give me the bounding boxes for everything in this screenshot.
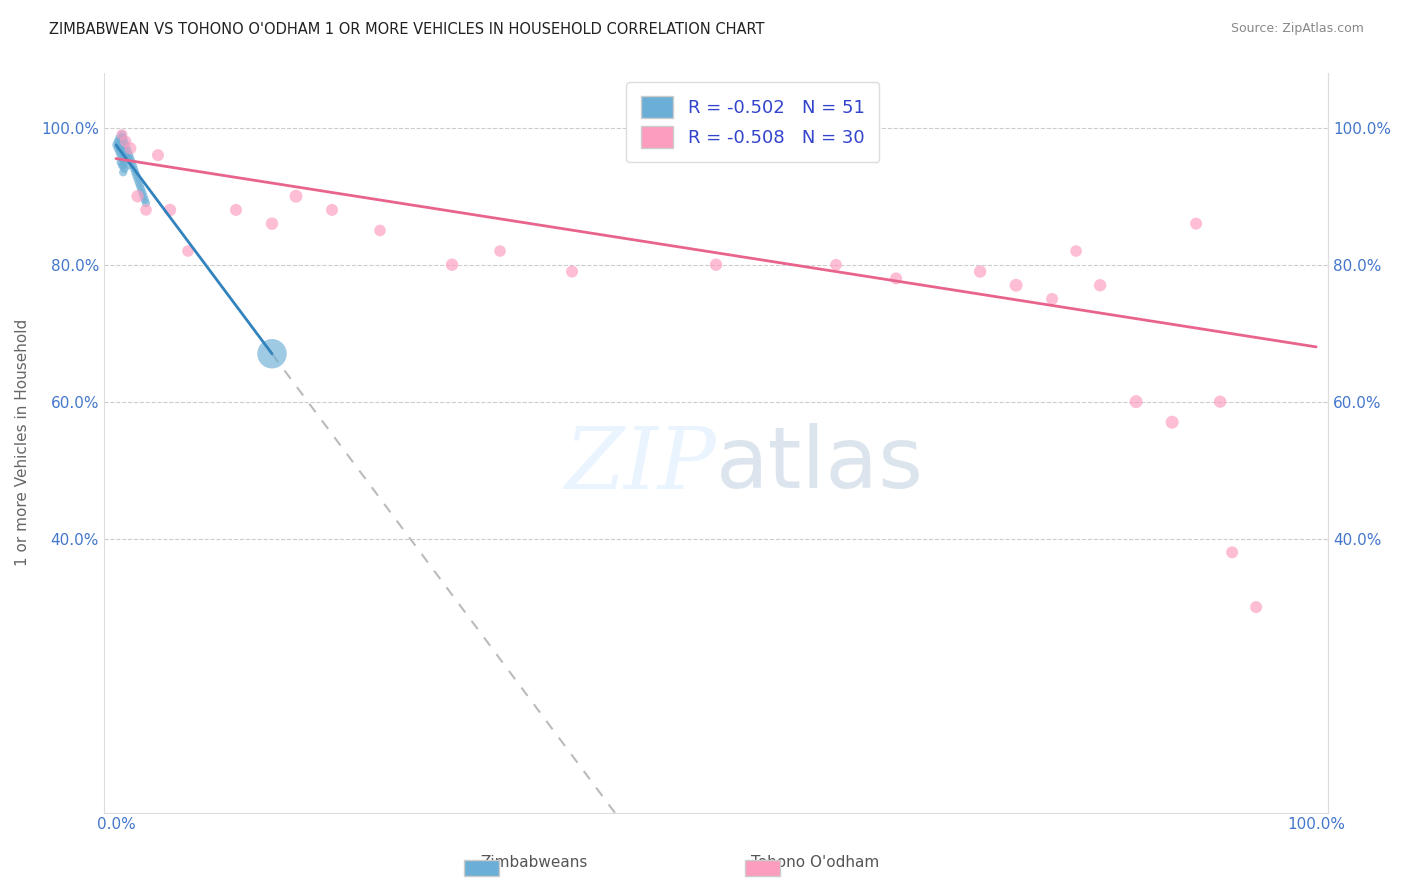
Point	[1125, 394, 1147, 409]
Point	[129, 182, 152, 196]
Point	[108, 137, 131, 152]
Point	[177, 244, 200, 258]
Legend: R = -0.502   N = 51, R = -0.508   N = 30: R = -0.502 N = 51, R = -0.508 N = 30	[627, 82, 879, 162]
Point	[120, 152, 142, 166]
Point	[368, 223, 391, 237]
Point	[117, 152, 139, 166]
Point	[127, 172, 149, 186]
Point	[1088, 278, 1111, 293]
Point	[115, 148, 138, 162]
Text: Source: ZipAtlas.com: Source: ZipAtlas.com	[1230, 22, 1364, 36]
Point	[127, 189, 149, 203]
Point	[111, 158, 134, 172]
Point	[129, 178, 152, 193]
Point	[112, 137, 135, 152]
Text: ZIMBABWEAN VS TOHONO O'ODHAM 1 OR MORE VEHICLES IN HOUSEHOLD CORRELATION CHART: ZIMBABWEAN VS TOHONO O'ODHAM 1 OR MORE V…	[49, 22, 765, 37]
Point	[112, 158, 135, 172]
Point	[111, 131, 134, 145]
Point	[110, 155, 132, 169]
Point	[112, 148, 135, 162]
Y-axis label: 1 or more Vehicles in Household: 1 or more Vehicles in Household	[15, 319, 30, 566]
Point	[111, 137, 134, 152]
Point	[112, 161, 135, 176]
Point	[107, 135, 129, 149]
Point	[121, 155, 143, 169]
Point	[112, 145, 135, 159]
Point	[105, 137, 128, 152]
Point	[1005, 278, 1028, 293]
Point	[134, 193, 156, 207]
Point	[704, 258, 727, 272]
Point	[1220, 545, 1243, 559]
Point	[159, 202, 181, 217]
Point	[561, 264, 583, 278]
Point	[110, 148, 132, 162]
Point	[114, 135, 136, 149]
Text: Zimbabweans: Zimbabweans	[481, 855, 588, 870]
Text: atlas: atlas	[716, 424, 924, 507]
Point	[131, 186, 153, 200]
Point	[112, 152, 135, 166]
Point	[115, 141, 138, 155]
Point	[128, 176, 150, 190]
Point	[125, 169, 148, 183]
Point	[121, 158, 143, 172]
Point	[969, 264, 991, 278]
Point	[146, 148, 169, 162]
Text: Tohono O'odham: Tohono O'odham	[751, 855, 880, 870]
Point	[112, 155, 135, 169]
Point	[108, 131, 131, 145]
Point	[260, 217, 283, 231]
Point	[114, 145, 136, 159]
Point	[112, 165, 135, 179]
Point	[112, 141, 135, 155]
Point	[111, 128, 134, 142]
Point	[132, 189, 155, 203]
Point	[1185, 217, 1208, 231]
Point	[1161, 415, 1184, 429]
Point	[285, 189, 308, 203]
Point	[112, 131, 135, 145]
Point	[135, 202, 157, 217]
Text: ZIP: ZIP	[564, 424, 716, 507]
Point	[118, 148, 141, 162]
Point	[1064, 244, 1087, 258]
Point	[110, 135, 132, 149]
Point	[110, 141, 132, 155]
Point	[111, 145, 134, 159]
Point	[1209, 394, 1232, 409]
Point	[120, 141, 142, 155]
Point	[124, 165, 146, 179]
Point	[108, 145, 131, 159]
Point	[114, 137, 136, 152]
Point	[1040, 292, 1063, 306]
Point	[111, 152, 134, 166]
Point	[225, 202, 247, 217]
Point	[117, 158, 139, 172]
Point	[884, 271, 907, 285]
Point	[440, 258, 463, 272]
Point	[135, 196, 157, 211]
Point	[321, 202, 343, 217]
Point	[122, 161, 145, 176]
Point	[117, 145, 139, 159]
Point	[111, 128, 134, 142]
Point	[825, 258, 848, 272]
Point	[489, 244, 512, 258]
Point	[1244, 600, 1267, 615]
Point	[260, 347, 283, 361]
Point	[114, 152, 136, 166]
Point	[112, 135, 135, 149]
Point	[107, 141, 129, 155]
